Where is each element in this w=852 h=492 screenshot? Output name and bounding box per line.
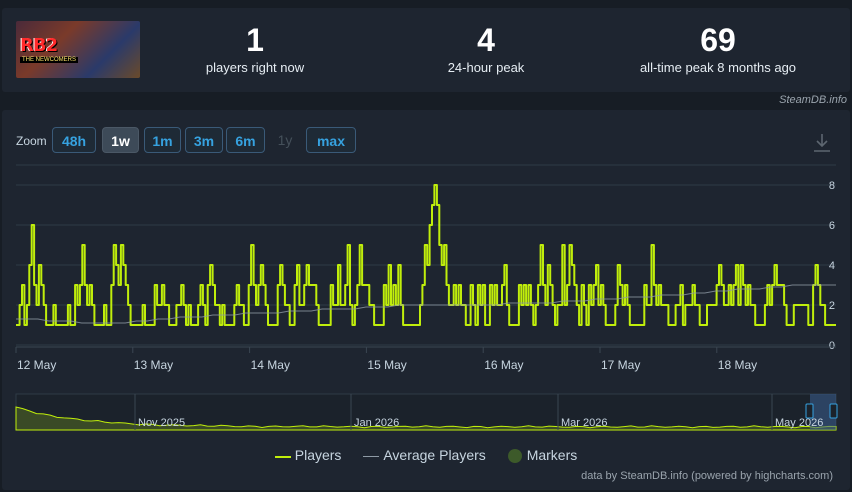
navigator-handle-right (829, 403, 838, 419)
zoom-48h-button[interactable]: 48h (52, 127, 96, 153)
navigator-x-label: Jan 2026 (354, 417, 399, 429)
stat-all-time-peak: 69 all-time peak 8 months ago (608, 22, 828, 75)
players-series-line (16, 184, 836, 326)
x-tick-label: 16 May (484, 358, 523, 372)
zoom-3m-button[interactable]: 3m (185, 127, 223, 153)
stat-value: 69 (700, 22, 736, 58)
navigator-area (15, 406, 837, 431)
x-tick-label: 15 May (367, 358, 406, 372)
legend-label: Markers (526, 447, 578, 464)
game-logo-text: RB2 (20, 35, 58, 56)
legend-average-swatch (363, 456, 380, 458)
zoom-1w-button[interactable]: 1w (102, 127, 139, 153)
x-tick-label: 17 May (601, 358, 640, 372)
game-thumbnail[interactable]: RB2 THE NEWCOMERS (16, 21, 140, 78)
y-tick-label: 0 (829, 340, 835, 352)
average-players-line (16, 284, 836, 324)
download-icon[interactable] (812, 132, 832, 154)
y-tick-label: 8 (829, 180, 835, 192)
zoom-max-button[interactable]: max (306, 127, 356, 153)
y-tick-label: 6 (829, 220, 835, 232)
stat-value: 1 (246, 22, 264, 58)
highcharts-credit[interactable]: data by SteamDB.info (powered by highcha… (581, 470, 833, 482)
legend-players[interactable]: Players (274, 447, 342, 464)
legend-markers[interactable]: Markers (507, 447, 578, 464)
zoom-label: Zoom (16, 134, 47, 148)
zoom-1y-button[interactable]: 1y (277, 132, 293, 148)
x-tick-label: 12 May (17, 358, 56, 372)
chart-legend: Players Average Players Markers (2, 446, 850, 464)
x-tick-label: 18 May (718, 358, 757, 372)
stat-label: 24-hour peak (447, 60, 525, 75)
stat-label: players right now (205, 60, 305, 75)
chart-panel: Zoom 48h 1w 1m 3m 6m 1y max 0 2 4 6 8 12 May 1… (2, 110, 850, 490)
legend-average-players[interactable]: Average Players (363, 447, 486, 464)
navigator-x-label: May 2026 (775, 417, 823, 429)
legend-label: Average Players (383, 447, 486, 464)
navigator-handle-left (805, 403, 814, 419)
stat-label: all-time peak 8 months ago (639, 60, 797, 75)
y-tick-label: 2 (829, 300, 835, 312)
player-chart[interactable]: 0 2 4 6 8 12 May 13 May 14 May 15 May 16 May 17 Ma… (2, 110, 850, 440)
legend-markers-swatch (507, 449, 522, 464)
stats-header: RB2 THE NEWCOMERS 1 players right now 4 … (2, 8, 850, 92)
x-tick-label: 14 May (251, 358, 290, 372)
navigator-x-label: Nov 2025 (138, 417, 185, 429)
navigator-x-label: Mar 2026 (561, 417, 607, 429)
y-tick-label: 4 (829, 260, 835, 272)
legend-label: Players (294, 447, 342, 464)
x-tick-label: 13 May (134, 358, 173, 372)
zoom-1m-button[interactable]: 1m (144, 127, 181, 153)
legend-players-swatch (274, 455, 291, 458)
zoom-6m-button[interactable]: 6m (226, 127, 265, 153)
stat-current-players: 1 players right now (145, 22, 365, 75)
steamdb-credit[interactable]: SteamDB.info (779, 94, 847, 106)
stat-24h-peak: 4 24-hour peak (376, 22, 596, 75)
stat-value: 4 (477, 22, 495, 58)
game-logo-subtitle: THE NEWCOMERS (20, 57, 78, 63)
